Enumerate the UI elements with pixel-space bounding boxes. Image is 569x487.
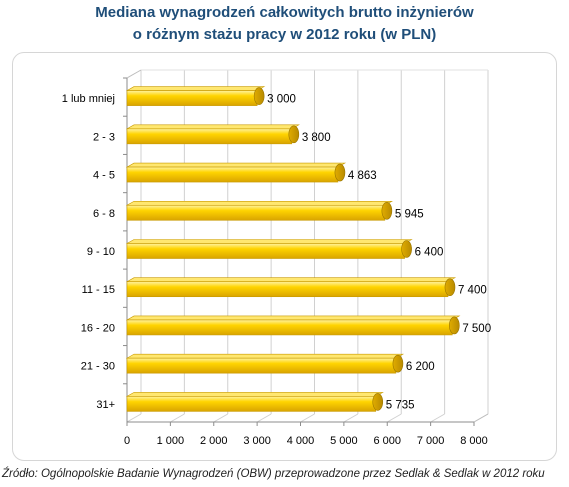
category-label: 1 lub mniej bbox=[62, 93, 115, 105]
category-label: 4 - 5 bbox=[93, 170, 115, 182]
category-label: 16 - 20 bbox=[81, 322, 115, 334]
bar-front-face bbox=[126, 357, 397, 374]
bar-end-cap bbox=[381, 201, 393, 220]
depth-edge-top bbox=[126, 69, 142, 79]
bar-front-face bbox=[126, 166, 339, 183]
bar-front-face bbox=[126, 204, 386, 221]
bar bbox=[125, 86, 266, 106]
category-label: 6 - 8 bbox=[93, 208, 115, 220]
bar bbox=[125, 162, 347, 183]
bar-top-face bbox=[125, 124, 300, 130]
bar bbox=[125, 239, 413, 259]
category-label: 31+ bbox=[96, 399, 115, 411]
gridline-floor bbox=[170, 413, 185, 423]
bar-top-face bbox=[125, 239, 413, 244]
bar bbox=[125, 200, 393, 221]
gridline-floor bbox=[387, 413, 402, 423]
bar-front-face bbox=[126, 281, 449, 298]
x-tick-label: 6 000 bbox=[373, 435, 401, 447]
x-tick-label: 4 000 bbox=[287, 435, 315, 447]
x-tick-label: 3 000 bbox=[243, 435, 271, 447]
bar-top-face bbox=[125, 162, 347, 168]
bar-front-face bbox=[126, 319, 453, 336]
data-label: 3 000 bbox=[267, 94, 296, 106]
category-label: 21 - 30 bbox=[81, 361, 115, 373]
x-tick-label: 8 000 bbox=[460, 435, 488, 447]
gridline-floor bbox=[126, 413, 142, 423]
gridline-floor bbox=[430, 413, 445, 423]
labels: 0 1 000 2 000 3 000 4 000 5 000 6 000 7 000 8 00… bbox=[62, 93, 491, 447]
bar-end-cap bbox=[449, 316, 460, 335]
data-label: 5 735 bbox=[386, 399, 415, 411]
bar-end-cap bbox=[253, 87, 265, 105]
bars bbox=[125, 86, 461, 412]
x-tick-label: 7 000 bbox=[417, 435, 445, 447]
bar-front-face bbox=[126, 243, 405, 259]
bar-front-face bbox=[126, 128, 293, 145]
gridline-floor bbox=[300, 413, 315, 423]
chart-title-line-2: o różnym stażu pracy w 2012 roku (w PLN) bbox=[132, 26, 437, 43]
bar-front-face bbox=[126, 90, 258, 106]
source-note: Źródło: Ogólnopolskie Badanie Wynagrodze… bbox=[2, 468, 545, 480]
bar bbox=[125, 353, 405, 374]
x-tick-label: 0 bbox=[124, 435, 130, 447]
data-label: 7 400 bbox=[458, 285, 487, 297]
bar-top-face bbox=[125, 392, 384, 397]
category-label: 9 - 10 bbox=[87, 246, 115, 258]
bar-end-cap bbox=[288, 125, 300, 144]
data-label: 3 800 bbox=[302, 132, 331, 144]
bar bbox=[125, 315, 461, 336]
bar-top-face bbox=[125, 86, 266, 91]
bar-top-face bbox=[125, 353, 405, 359]
depth-edge-right bbox=[473, 413, 489, 423]
gridline-floor bbox=[213, 413, 228, 423]
x-tick-label: 5 000 bbox=[330, 435, 358, 447]
bar-end-cap bbox=[334, 163, 346, 182]
bar-top-face bbox=[125, 277, 457, 283]
bar-end-cap bbox=[444, 278, 456, 297]
bar-front-face bbox=[126, 396, 377, 412]
bar-top-face bbox=[125, 315, 461, 321]
category-label: 2 - 3 bbox=[93, 131, 115, 143]
gridline-floor bbox=[343, 413, 359, 423]
bar-end-cap bbox=[392, 354, 404, 373]
bar bbox=[125, 124, 300, 145]
bar bbox=[125, 392, 384, 412]
data-label: 6 200 bbox=[406, 361, 435, 373]
bar-end-cap bbox=[401, 240, 412, 258]
chart-title-line-1: Mediana wynagrodzeń całkowitych brutto i… bbox=[95, 4, 474, 21]
bar bbox=[125, 277, 457, 298]
x-tick-label: 2 000 bbox=[200, 435, 228, 447]
x-tick-label: 1 000 bbox=[157, 435, 185, 447]
gridline-floor bbox=[256, 413, 272, 423]
data-label: 7 500 bbox=[462, 323, 491, 335]
data-label: 4 863 bbox=[348, 170, 377, 182]
data-label: 5 945 bbox=[395, 208, 424, 220]
bar-end-cap bbox=[372, 393, 384, 411]
bar-top-face bbox=[125, 200, 393, 206]
data-label: 6 400 bbox=[415, 247, 444, 259]
category-label: 11 - 15 bbox=[82, 284, 115, 296]
